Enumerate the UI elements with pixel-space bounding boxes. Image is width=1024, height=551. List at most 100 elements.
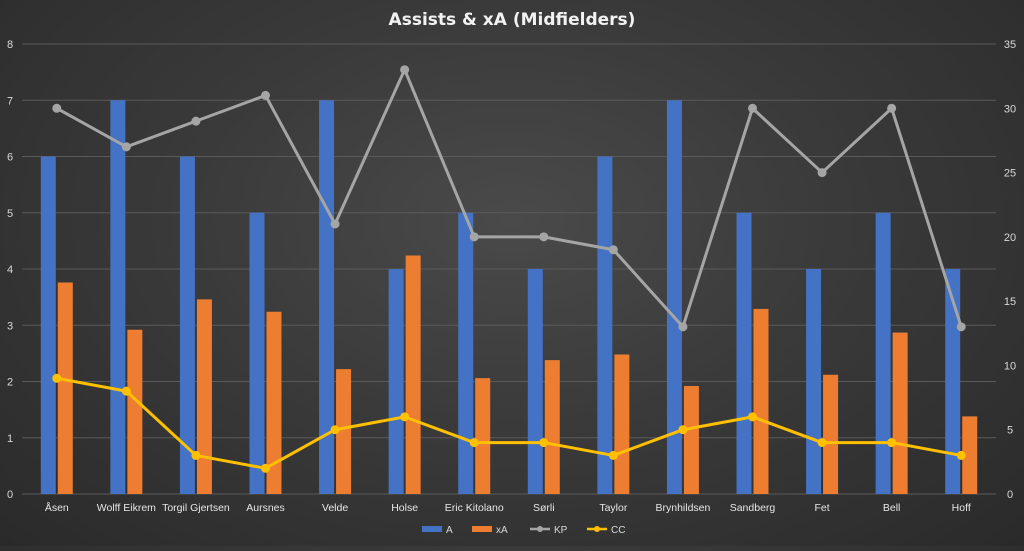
gridlines	[22, 43, 996, 495]
bar-xa-1	[127, 329, 143, 494]
x-category-label: Hoff	[952, 502, 971, 514]
y-axis-right: 0 5 10 15 20 25 30 35	[1004, 39, 1016, 501]
point-cc-5	[400, 412, 410, 422]
x-axis-categories: Åsen Wolff Eikrem Torgil Gjertsen Aursnes Ve…	[45, 501, 971, 514]
x-category-label: Wolff Eikrem	[97, 502, 156, 514]
y-left-tick-label: 7	[7, 95, 13, 107]
legend-swatch-xa	[472, 526, 492, 532]
point-kp-12	[887, 103, 897, 113]
point-kp-3	[261, 90, 270, 100]
point-kp-10	[748, 103, 757, 113]
y-right-tick-label: 35	[1004, 39, 1016, 51]
point-cc-12	[887, 438, 897, 448]
bar-a-1	[110, 100, 126, 494]
point-kp-1	[121, 142, 131, 152]
bar-xa-8	[614, 354, 630, 494]
y-right-tick-label: 0	[1007, 489, 1013, 501]
y-left-tick-label: 8	[7, 39, 13, 51]
legend-label-kp: KP	[554, 525, 568, 536]
y-right-tick-label: 15	[1004, 296, 1016, 308]
legend-marker-kp	[537, 526, 543, 532]
x-category-label: Brynhildsen	[655, 502, 710, 514]
x-category-label: Velde	[322, 502, 348, 514]
y-right-tick-label: 30	[1004, 103, 1016, 115]
bar-a-2	[179, 156, 195, 494]
point-cc-6	[469, 438, 479, 448]
bar-a-8	[597, 156, 613, 494]
bar-a-0	[40, 156, 56, 494]
bar-xa-5	[405, 255, 421, 494]
point-kp-7	[539, 232, 549, 242]
x-category-label: Sandberg	[730, 502, 776, 514]
legend-swatch-a	[422, 526, 442, 532]
y-left-tick-label: 0	[7, 489, 13, 501]
point-cc-8	[608, 450, 618, 460]
y-left-tick-label: 5	[7, 208, 13, 220]
point-cc-9	[678, 425, 688, 435]
bar-xa-3	[266, 311, 282, 494]
y-axis-left: 0 1 2 3 4 5 6 7 8	[7, 39, 13, 501]
point-kp-9	[678, 322, 688, 332]
point-kp-5	[400, 65, 410, 75]
bar-a-6	[458, 212, 474, 494]
point-kp-4	[330, 219, 340, 229]
bar-xa-11	[823, 374, 839, 494]
y-left-tick-label: 3	[7, 320, 13, 332]
y-left-tick-label: 2	[7, 377, 13, 389]
point-cc-1	[121, 386, 131, 396]
point-cc-2	[191, 450, 201, 460]
point-kp-6	[469, 232, 479, 242]
point-cc-0	[52, 373, 62, 383]
bar-a-10	[736, 212, 752, 494]
line-series	[52, 65, 966, 473]
point-cc-13	[956, 450, 966, 460]
legend-label-cc: CC	[611, 525, 625, 536]
point-kp-2	[191, 116, 201, 126]
bar-a-12	[875, 212, 891, 494]
legend-label-xa: xA	[496, 525, 508, 536]
point-cc-11	[817, 438, 827, 448]
x-category-label: Holse	[391, 502, 418, 514]
bar-xa-13	[962, 416, 978, 494]
bar-xa-10	[753, 308, 769, 494]
bar-a-7	[527, 269, 543, 494]
point-kp-11	[817, 168, 827, 178]
y-right-tick-label: 20	[1004, 232, 1016, 244]
x-category-label: Taylor	[599, 502, 628, 514]
point-kp-8	[608, 245, 618, 255]
y-right-tick-label: 25	[1004, 168, 1016, 180]
bar-a-5	[388, 269, 404, 494]
bar-xa-0	[57, 282, 73, 494]
bar-xa-12	[892, 332, 908, 494]
bar-xa-7	[544, 360, 560, 494]
line-kp	[56, 68, 963, 329]
bar-xa-6	[475, 378, 491, 494]
x-category-label: Sørli	[533, 502, 555, 514]
line-cc	[56, 376, 962, 470]
x-category-label: Åsen	[45, 501, 69, 514]
point-cc-4	[330, 425, 340, 435]
x-category-label: Aursnes	[246, 502, 285, 514]
point-kp-0	[52, 103, 62, 113]
x-category-label: Bell	[883, 502, 901, 514]
bar-xa-9	[683, 386, 699, 494]
bar-series	[40, 100, 978, 494]
bar-xa-2	[196, 299, 212, 494]
bar-a-9	[666, 100, 682, 494]
x-category-label: Eric Kitolano	[445, 502, 504, 514]
point-cc-7	[539, 438, 549, 448]
chart-title: Assists & xA (Midfielders)	[389, 10, 636, 30]
bar-a-11	[806, 269, 822, 494]
y-left-tick-label: 6	[7, 152, 13, 164]
y-left-tick-label: 1	[7, 433, 13, 445]
legend-label-a: A	[446, 525, 453, 536]
bar-a-13	[945, 269, 961, 494]
bar-a-3	[249, 212, 265, 494]
point-kp-13	[956, 322, 966, 332]
bar-xa-4	[336, 369, 352, 494]
y-right-tick-label: 5	[1007, 425, 1013, 437]
point-cc-10	[748, 412, 757, 422]
